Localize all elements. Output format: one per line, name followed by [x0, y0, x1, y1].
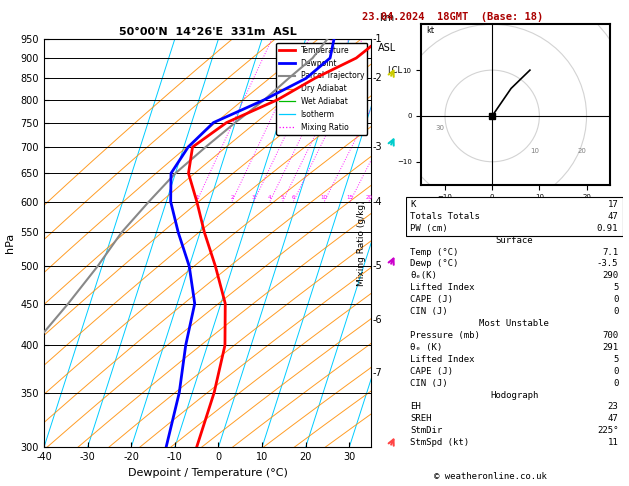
- Text: EH: EH: [410, 402, 421, 412]
- Text: CAPE (J): CAPE (J): [410, 295, 453, 304]
- Text: 47: 47: [608, 212, 618, 221]
- Text: 20: 20: [577, 148, 586, 154]
- Text: 7.1: 7.1: [602, 247, 618, 257]
- Text: θₑ (K): θₑ (K): [410, 343, 442, 352]
- Text: Totals Totals: Totals Totals: [410, 212, 480, 221]
- Text: 17: 17: [608, 200, 618, 209]
- Text: Dewp (°C): Dewp (°C): [410, 260, 459, 268]
- Text: 0: 0: [613, 307, 618, 316]
- Text: 10: 10: [530, 148, 539, 154]
- Text: 30: 30: [435, 125, 445, 131]
- Text: Mixing Ratio (g/kg): Mixing Ratio (g/kg): [357, 200, 366, 286]
- Text: 23.04.2024  18GMT  (Base: 18): 23.04.2024 18GMT (Base: 18): [362, 12, 543, 22]
- Text: 3: 3: [252, 194, 255, 200]
- Text: Lifted Index: Lifted Index: [410, 355, 474, 364]
- Text: 11: 11: [608, 438, 618, 447]
- Text: Surface: Surface: [496, 236, 533, 244]
- Text: 0.91: 0.91: [597, 224, 618, 233]
- Text: Temp (°C): Temp (°C): [410, 247, 459, 257]
- Text: 225°: 225°: [597, 426, 618, 435]
- Text: Hodograph: Hodograph: [490, 391, 538, 399]
- Text: SREH: SREH: [410, 415, 431, 423]
- Text: StmSpd (kt): StmSpd (kt): [410, 438, 469, 447]
- Text: -1: -1: [372, 34, 382, 44]
- X-axis label: Dewpoint / Temperature (°C): Dewpoint / Temperature (°C): [128, 468, 287, 478]
- Text: 5: 5: [613, 283, 618, 292]
- Text: 1: 1: [195, 194, 198, 200]
- Text: 4: 4: [268, 194, 272, 200]
- Text: km: km: [379, 13, 394, 22]
- Text: 291: 291: [602, 343, 618, 352]
- Text: 5: 5: [613, 355, 618, 364]
- Text: 0: 0: [613, 367, 618, 376]
- Text: -5: -5: [372, 261, 382, 271]
- Text: 0: 0: [613, 379, 618, 388]
- Text: LCL: LCL: [387, 66, 402, 74]
- Text: CIN (J): CIN (J): [410, 379, 448, 388]
- Text: CAPE (J): CAPE (J): [410, 367, 453, 376]
- Text: θₑ(K): θₑ(K): [410, 271, 437, 280]
- Text: StmDir: StmDir: [410, 426, 442, 435]
- Text: 10: 10: [321, 194, 328, 200]
- Text: -3.5: -3.5: [597, 260, 618, 268]
- Text: -6: -6: [372, 314, 382, 325]
- Text: 0: 0: [613, 295, 618, 304]
- Text: -4: -4: [372, 197, 382, 207]
- Text: Pressure (mb): Pressure (mb): [410, 331, 480, 340]
- FancyBboxPatch shape: [406, 197, 623, 236]
- Text: 290: 290: [602, 271, 618, 280]
- Title: 50°00'N  14°26'E  331m  ASL: 50°00'N 14°26'E 331m ASL: [119, 27, 296, 37]
- Text: © weatheronline.co.uk: © weatheronline.co.uk: [434, 472, 547, 481]
- Text: K: K: [410, 200, 415, 209]
- Text: Lifted Index: Lifted Index: [410, 283, 474, 292]
- Text: ASL: ASL: [377, 43, 396, 53]
- Text: 700: 700: [602, 331, 618, 340]
- Text: 20: 20: [365, 194, 372, 200]
- Text: 47: 47: [608, 415, 618, 423]
- Legend: Temperature, Dewpoint, Parcel Trajectory, Dry Adiabat, Wet Adiabat, Isotherm, Mi: Temperature, Dewpoint, Parcel Trajectory…: [276, 43, 367, 135]
- Text: -2: -2: [372, 73, 382, 83]
- Text: 6: 6: [292, 194, 295, 200]
- Text: CIN (J): CIN (J): [410, 307, 448, 316]
- Text: 23: 23: [608, 402, 618, 412]
- Text: 5: 5: [281, 194, 284, 200]
- Text: -7: -7: [372, 368, 382, 378]
- Text: -3: -3: [372, 142, 382, 152]
- Text: Most Unstable: Most Unstable: [479, 319, 549, 328]
- Text: PW (cm): PW (cm): [410, 224, 448, 233]
- Text: 2: 2: [230, 194, 233, 200]
- Text: kt: kt: [426, 26, 434, 35]
- Text: 15: 15: [347, 194, 353, 200]
- Y-axis label: hPa: hPa: [5, 233, 15, 253]
